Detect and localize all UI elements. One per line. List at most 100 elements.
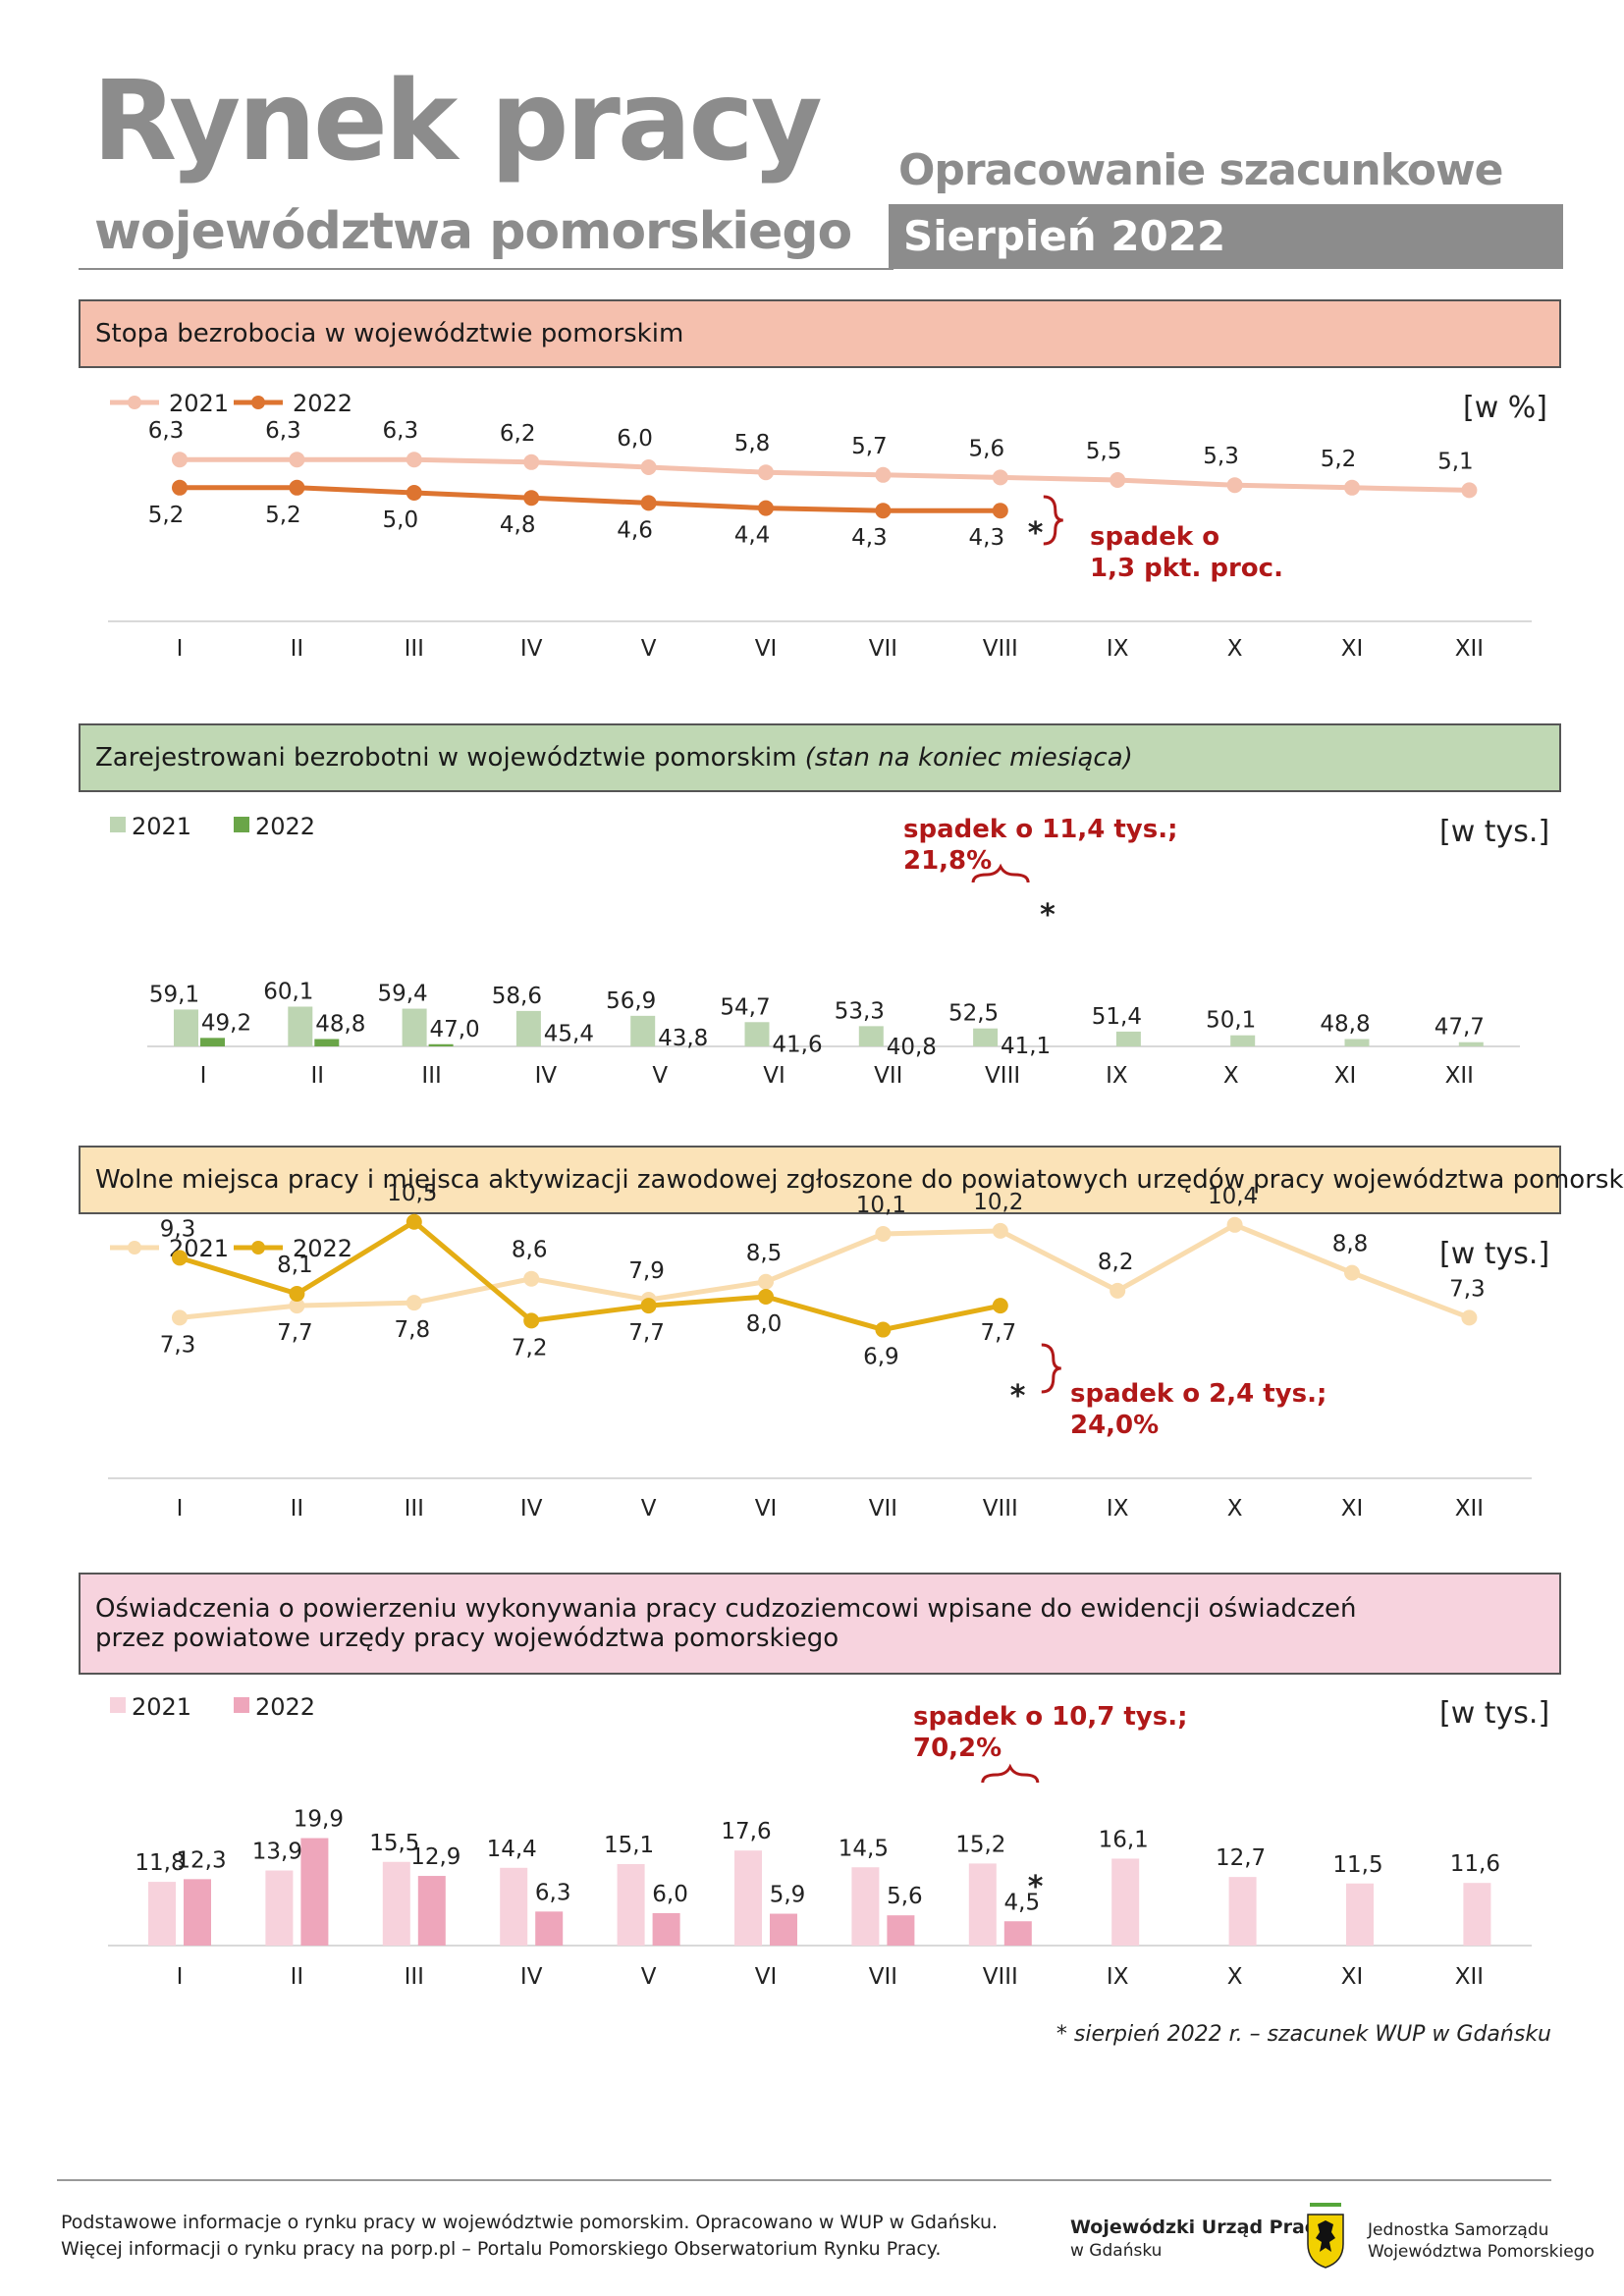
data-point-2022	[640, 1298, 657, 1314]
x-tick-label: III	[405, 1496, 424, 1522]
data-point-2021	[1461, 1309, 1478, 1326]
data-label-2022: 4,6	[617, 517, 653, 543]
estimate-marker: *	[1028, 516, 1044, 551]
data-point-2021	[992, 469, 1008, 486]
data-label-2022: 7,7	[981, 1320, 1017, 1346]
legend-label-2022: 2022	[293, 390, 352, 417]
data-point-2021	[1344, 479, 1360, 496]
annotation-brace	[1041, 1343, 1061, 1394]
data-label-2022: 8,0	[746, 1311, 783, 1337]
x-tick-label: V	[652, 1063, 668, 1089]
bar-2021	[148, 1882, 176, 1946]
x-tick-label: VIII	[983, 1496, 1018, 1522]
pomorskie-crest-icon	[1307, 2203, 1344, 2269]
data-label-2022: 10,5	[387, 1181, 437, 1206]
government-unit-line-2: Województwa Pomorskiego	[1368, 2242, 1595, 2262]
x-tick-label: XII	[1455, 1964, 1484, 1990]
x-tick-label: X	[1223, 1063, 1239, 1089]
data-label-2021: 14,5	[839, 1836, 889, 1861]
x-tick-label: II	[291, 1496, 304, 1522]
data-point-2021	[289, 452, 305, 468]
data-point-2022	[406, 485, 422, 501]
data-label-2021: 52,5	[948, 1001, 999, 1027]
section-title: Wolne miejsca pracy i miejsca aktywizacj…	[95, 1165, 1624, 1195]
data-label-2021: 7,8	[395, 1317, 431, 1343]
data-label-2022: 6,3	[535, 1880, 571, 1905]
series-line-2022	[179, 1218, 1001, 1333]
x-tick-label: III	[405, 1964, 424, 1990]
x-tick-label: V	[641, 1964, 657, 1990]
data-label-2022: 7,2	[512, 1335, 548, 1361]
legend-label-2021: 2021	[169, 390, 229, 417]
data-point-2021	[289, 1298, 305, 1314]
section-title: Stopa bezrobocia w województwie pomorski…	[95, 319, 684, 348]
annotation-text: 24,0%	[1070, 1411, 1159, 1440]
data-label-2022: 4,5	[1004, 1890, 1041, 1915]
x-tick-label: XI	[1341, 1964, 1364, 1990]
x-tick-label: VII	[869, 1964, 897, 1990]
data-point-2021	[1226, 477, 1243, 494]
data-label-2021: 16,1	[1099, 1827, 1149, 1852]
legend-marker-2022	[251, 1241, 265, 1255]
data-point-2021	[875, 1225, 892, 1242]
data-point-2022	[875, 1321, 892, 1338]
x-tick-label: XI	[1341, 636, 1364, 662]
legend-swatch-2021	[110, 817, 126, 832]
x-tick-label: I	[200, 1063, 207, 1089]
estimate-marker: *	[1010, 1379, 1026, 1414]
data-point-2021	[640, 459, 657, 475]
x-tick-label: VII	[869, 1496, 897, 1522]
data-label-2021: 15,5	[369, 1831, 419, 1856]
data-label-2021: 10,4	[1208, 1184, 1258, 1209]
section-title-note: (stan na koniec miesiąca)	[804, 743, 1133, 773]
bar-2021	[973, 1028, 999, 1046]
data-label-2022: 9,3	[160, 1216, 196, 1242]
main-title: Rynek pracy	[92, 58, 823, 186]
x-tick-label: VI	[755, 1496, 778, 1522]
data-point-2021	[875, 466, 892, 483]
x-tick-label: VII	[869, 636, 897, 662]
legend-swatch-2022	[234, 817, 249, 832]
x-tick-label: IX	[1107, 636, 1129, 662]
bar-2021	[402, 1008, 427, 1046]
bar-2021	[734, 1850, 762, 1946]
data-point-2022	[289, 1285, 305, 1302]
x-tick-label: XI	[1341, 1496, 1364, 1522]
data-label-2022: 49,2	[201, 1010, 251, 1036]
data-label-2021: 56,9	[606, 988, 656, 1014]
legend-label-2022: 2022	[255, 813, 315, 840]
x-tick-label: IV	[535, 1063, 558, 1089]
data-point-2022	[406, 1213, 422, 1230]
footnote: * sierpień 2022 r. – szacunek WUP w Gdań…	[1056, 2022, 1551, 2047]
wup-name: Wojewódzki Urząd Pracy	[1070, 2216, 1328, 2238]
annotation-text: 21,8%	[903, 846, 992, 876]
data-point-2022	[523, 490, 540, 507]
data-point-2022	[992, 1298, 1008, 1314]
data-label-2021: 8,5	[746, 1241, 783, 1266]
data-label-2021: 11,5	[1332, 1852, 1382, 1878]
x-tick-label: VIII	[985, 1063, 1020, 1089]
bar-2022	[770, 1913, 797, 1946]
bar-2022	[428, 1043, 454, 1046]
bar-2021	[1344, 1039, 1370, 1046]
annotation-text: spadek o 10,7 tys.;	[913, 1702, 1187, 1732]
bar-2022	[887, 1915, 915, 1946]
annotation-text: 1,3 pkt. proc.	[1090, 554, 1283, 583]
section-title: Oświadczenia o powierzeniu wykonywania p…	[95, 1594, 1357, 1624]
data-point-2022	[172, 1250, 188, 1266]
data-point-2021	[992, 1222, 1008, 1239]
x-tick-label: IX	[1106, 1063, 1128, 1089]
data-point-2021	[758, 464, 774, 481]
bar-2022	[652, 1913, 680, 1946]
legend-marker-2021	[128, 1241, 141, 1255]
data-point-2022	[523, 1312, 540, 1329]
data-point-2021	[172, 452, 188, 468]
data-label-2021: 15,2	[955, 1832, 1005, 1857]
x-tick-label: IV	[520, 1964, 543, 1990]
legend-marker-2022	[251, 396, 265, 409]
data-point-2021	[523, 1270, 540, 1287]
legend-label-2021: 2021	[132, 813, 191, 840]
data-label-2021: 8,8	[1332, 1232, 1369, 1257]
data-label-2021: 10,1	[856, 1193, 906, 1218]
